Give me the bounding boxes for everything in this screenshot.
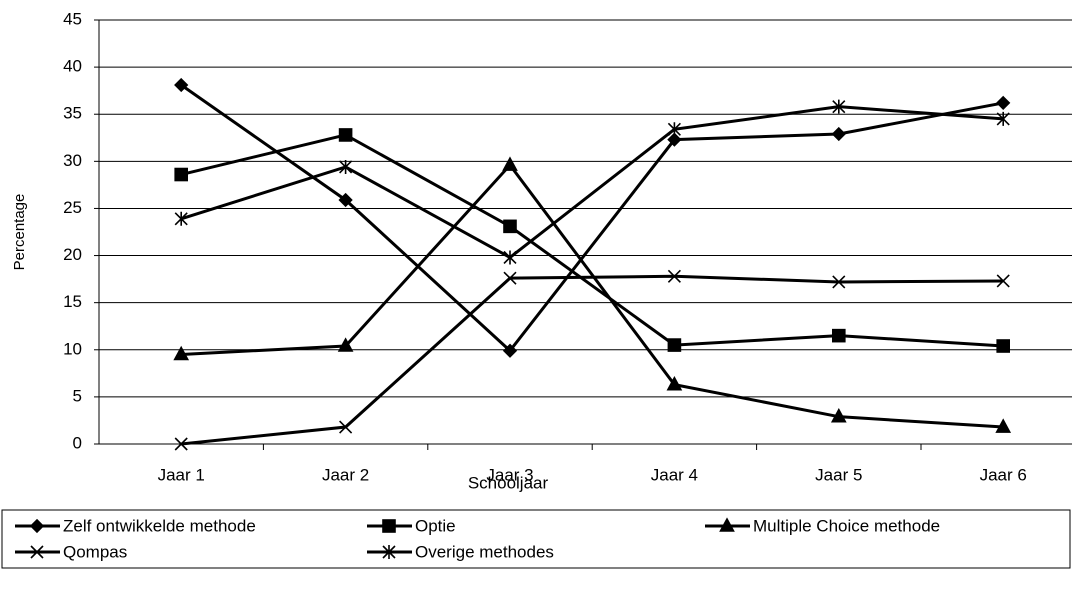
y-tick-label: 30 (63, 151, 82, 170)
marker (173, 345, 190, 361)
marker (337, 337, 354, 352)
marker (719, 517, 735, 532)
x-tick-label: Jaar 4 (651, 465, 698, 484)
legend-label: Zelf ontwikkelde methode (63, 516, 256, 535)
marker (502, 156, 518, 171)
marker (174, 211, 188, 226)
legend-entry: Qompas (15, 542, 127, 561)
marker (339, 420, 353, 434)
marker (338, 192, 353, 208)
y-tick-label: 0 (73, 433, 82, 452)
y-axis-label: Percentage (11, 194, 28, 271)
marker (667, 338, 682, 352)
series-line (180, 133, 1004, 348)
series-line (181, 274, 1004, 446)
marker (503, 250, 517, 265)
marker (831, 126, 846, 142)
marker (502, 343, 518, 358)
y-tick-label: 5 (73, 386, 82, 405)
marker (339, 159, 353, 174)
x-tick-label: Jaar 2 (322, 465, 369, 484)
marker (174, 437, 188, 451)
legend-label: Multiple Choice methode (753, 516, 940, 535)
legend-label: Optie (415, 516, 456, 535)
y-tick-label: 15 (63, 292, 82, 311)
x-tick-label: Jaar 3 (486, 465, 533, 484)
marker (30, 545, 44, 559)
x-tick-label: Jaar 5 (815, 465, 862, 484)
marker (503, 271, 517, 285)
marker (382, 545, 396, 559)
marker (830, 407, 847, 423)
marker (503, 219, 517, 234)
y-tick-label: 45 (63, 9, 82, 28)
legend-box (1, 509, 1071, 569)
marker (666, 375, 683, 391)
marker (667, 122, 681, 137)
series-line (181, 162, 1004, 429)
marker (832, 275, 846, 289)
marker (174, 167, 188, 182)
legend-entry: Zelf ontwikkelde methode (15, 516, 256, 535)
marker (832, 99, 846, 114)
marker (996, 95, 1011, 111)
marker (382, 519, 396, 533)
legend-entry: Optie (367, 516, 456, 535)
marker (338, 128, 353, 142)
y-tick-label: 25 (63, 198, 82, 217)
marker (667, 132, 682, 147)
legend-entry: Multiple Choice methode (705, 516, 940, 535)
series-line (180, 83, 1004, 353)
marker (996, 339, 1011, 353)
marker (996, 111, 1010, 126)
x-tick-label: Jaar 1 (158, 465, 205, 484)
y-tick-label: 40 (63, 57, 82, 76)
marker (831, 328, 846, 343)
x-axis-label: Schooljaar (468, 473, 549, 492)
y-tick-label: 20 (63, 245, 82, 264)
marker (174, 77, 189, 93)
legend-label: Overige methodes (415, 542, 554, 561)
marker (29, 518, 45, 534)
marker (667, 269, 681, 283)
legend-label: Qompas (63, 542, 127, 561)
y-tick-label: 10 (63, 339, 82, 358)
series-line (180, 105, 1004, 260)
x-tick-label: Jaar 6 (980, 465, 1027, 484)
marker (995, 418, 1012, 433)
y-tick-label: 35 (63, 104, 82, 123)
marker (996, 274, 1010, 288)
legend-entry: Overige methodes (367, 542, 554, 561)
